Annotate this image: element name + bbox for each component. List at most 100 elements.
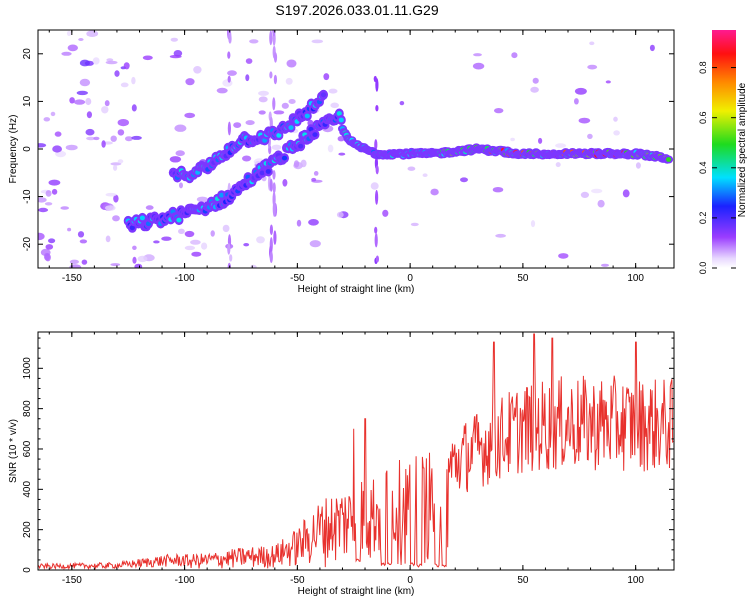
- spectrogram-noise-blob: [258, 110, 266, 115]
- spectrogram-noise-blob: [256, 236, 265, 244]
- spectrogram-noise-blob: [191, 251, 202, 257]
- spectrogram-noise-blob: [201, 242, 208, 250]
- spectrogram-noise-blob: [48, 238, 56, 244]
- spectrogram-noise-blob: [460, 177, 468, 183]
- colorbar-tick-label: 0.2: [698, 212, 708, 225]
- spectrogram-streak: [269, 71, 273, 79]
- spectrogram-noise-blob: [495, 233, 506, 238]
- spectrogram-noise-blob: [38, 232, 45, 241]
- spectrogram-ridge: [219, 192, 225, 198]
- spectrogram-noise-blob: [110, 135, 117, 142]
- spectrogram-noise-blob: [73, 99, 86, 105]
- x-tick-label: -150: [62, 575, 82, 586]
- spectrogram-noise-blob: [120, 82, 129, 88]
- spectrogram-noise-blob: [38, 207, 49, 213]
- spectrogram-noise-blob: [530, 220, 536, 228]
- spectrogram-noise-blob: [51, 188, 58, 195]
- spectrogram-blobs: [38, 30, 674, 268]
- spectrogram-noise-blob: [76, 90, 89, 96]
- spectrogram-noise-blob: [233, 122, 242, 128]
- spectrogram-ridge: [276, 133, 282, 138]
- spectrogram-ridge: [288, 125, 294, 130]
- spectrogram-noise-blob: [65, 144, 78, 151]
- spectrogram-noise-blob: [330, 102, 340, 109]
- spectrogram-noise-blob: [105, 60, 118, 65]
- spectrogram-noise-blob: [124, 136, 133, 142]
- spectrogram-noise-blob: [370, 182, 379, 190]
- spectrogram-streak: [269, 178, 273, 192]
- spectrogram-noise-blob: [245, 74, 250, 82]
- y-tick-label: 200: [22, 521, 33, 538]
- spectrogram-noise-blob: [85, 97, 92, 106]
- colorbar: 0.0 0.2 0.4 0.6 0.8 Normalized spectral ampl…: [698, 30, 748, 274]
- y-tick-label: 20: [22, 48, 33, 60]
- spectrogram-noise-blob: [286, 59, 297, 68]
- spectrogram-noise-blob: [245, 58, 253, 64]
- spectrogram-noise-blob: [105, 205, 116, 211]
- spectrogram-noise-blob: [328, 88, 338, 94]
- spectrogram-noise-blob: [78, 38, 84, 41]
- spectrogram-noise-blob: [492, 187, 504, 193]
- colorbar-tick-label: 0.6: [698, 111, 708, 124]
- colorbar-gradient: [712, 30, 736, 268]
- spectrogram-streak: [375, 255, 379, 263]
- spectrogram-noise-blob: [587, 64, 598, 70]
- spectrogram-noise-blob: [131, 76, 136, 85]
- snr-xlabel: Height of straight line (km): [298, 586, 415, 597]
- spectrogram-ridge: [666, 157, 672, 162]
- spectrogram-noise-blob: [169, 156, 182, 163]
- spectrogram-noise-blob: [104, 100, 110, 107]
- spectrogram-noise-blob: [589, 41, 595, 46]
- spectrogram-noise-blob: [285, 77, 293, 85]
- spectrogram-noise-blob: [258, 96, 268, 103]
- spectrogram-noise-blob: [555, 143, 567, 148]
- spectrogram-noise-blob: [106, 58, 114, 62]
- spectrogram-streak: [269, 251, 273, 264]
- spectrogram-noise-blob: [86, 136, 96, 141]
- spectrogram-noise-blob: [142, 55, 153, 61]
- spectrogram-noise-blob: [622, 189, 630, 198]
- spectrogram-noise-blob: [382, 209, 389, 217]
- spectrogram-xlabel: Height of straight line (km): [298, 284, 415, 295]
- spectrogram-ridge: [338, 117, 344, 123]
- colorbar-tick-label: 0.4: [698, 162, 708, 175]
- spectrogram-noise-blob: [613, 130, 620, 136]
- spectrogram-noise-blob: [578, 117, 591, 124]
- spectrogram-noise-blob: [511, 52, 518, 59]
- spectrogram-streak: [229, 254, 233, 262]
- colorbar-tick-label: 0.0: [698, 262, 708, 275]
- spectrogram-streak: [375, 190, 379, 205]
- spectrogram-streak: [375, 165, 379, 175]
- spectrogram-ridge: [129, 225, 135, 231]
- spectrogram-noise-blob: [336, 211, 344, 218]
- spectrogram-noise-blob: [79, 239, 88, 244]
- spectrogram-streak: [227, 121, 231, 136]
- spectrogram-noise-blob: [649, 44, 655, 52]
- spectrogram-noise-blob: [245, 120, 255, 126]
- x-tick-label: 0: [407, 575, 413, 586]
- spectrogram-noise-blob: [510, 137, 515, 142]
- spectrogram-noise-blob: [110, 162, 122, 166]
- spectrogram-noise-blob: [50, 111, 56, 117]
- colorbar-tick-label: 0.8: [698, 61, 708, 74]
- spectrogram-noise-blob: [43, 252, 50, 261]
- spectrogram-noise-blob: [494, 108, 504, 114]
- figure-title: S197.2026.033.01.11.G29: [275, 2, 438, 18]
- spectrogram-noise-blob: [69, 97, 75, 104]
- spectrogram-noise-blob: [216, 87, 228, 94]
- spectrogram-noise-blob: [227, 70, 237, 76]
- spectrogram-noise-blob: [574, 98, 579, 105]
- spectrogram-noise-blob: [472, 62, 485, 70]
- spectrogram-noise-blob: [38, 197, 47, 203]
- spectrogram-noise-blob: [179, 182, 183, 189]
- spectrogram-noise-blob: [79, 78, 91, 87]
- x-tick-label: -50: [290, 273, 305, 284]
- spectrogram-noise-blob: [249, 39, 259, 44]
- spectrogram-noise-blob: [288, 99, 296, 104]
- spectrogram-noise-blob: [54, 131, 62, 137]
- spectrogram-noise-blob: [110, 263, 121, 267]
- y-tick-label: 600: [22, 440, 33, 457]
